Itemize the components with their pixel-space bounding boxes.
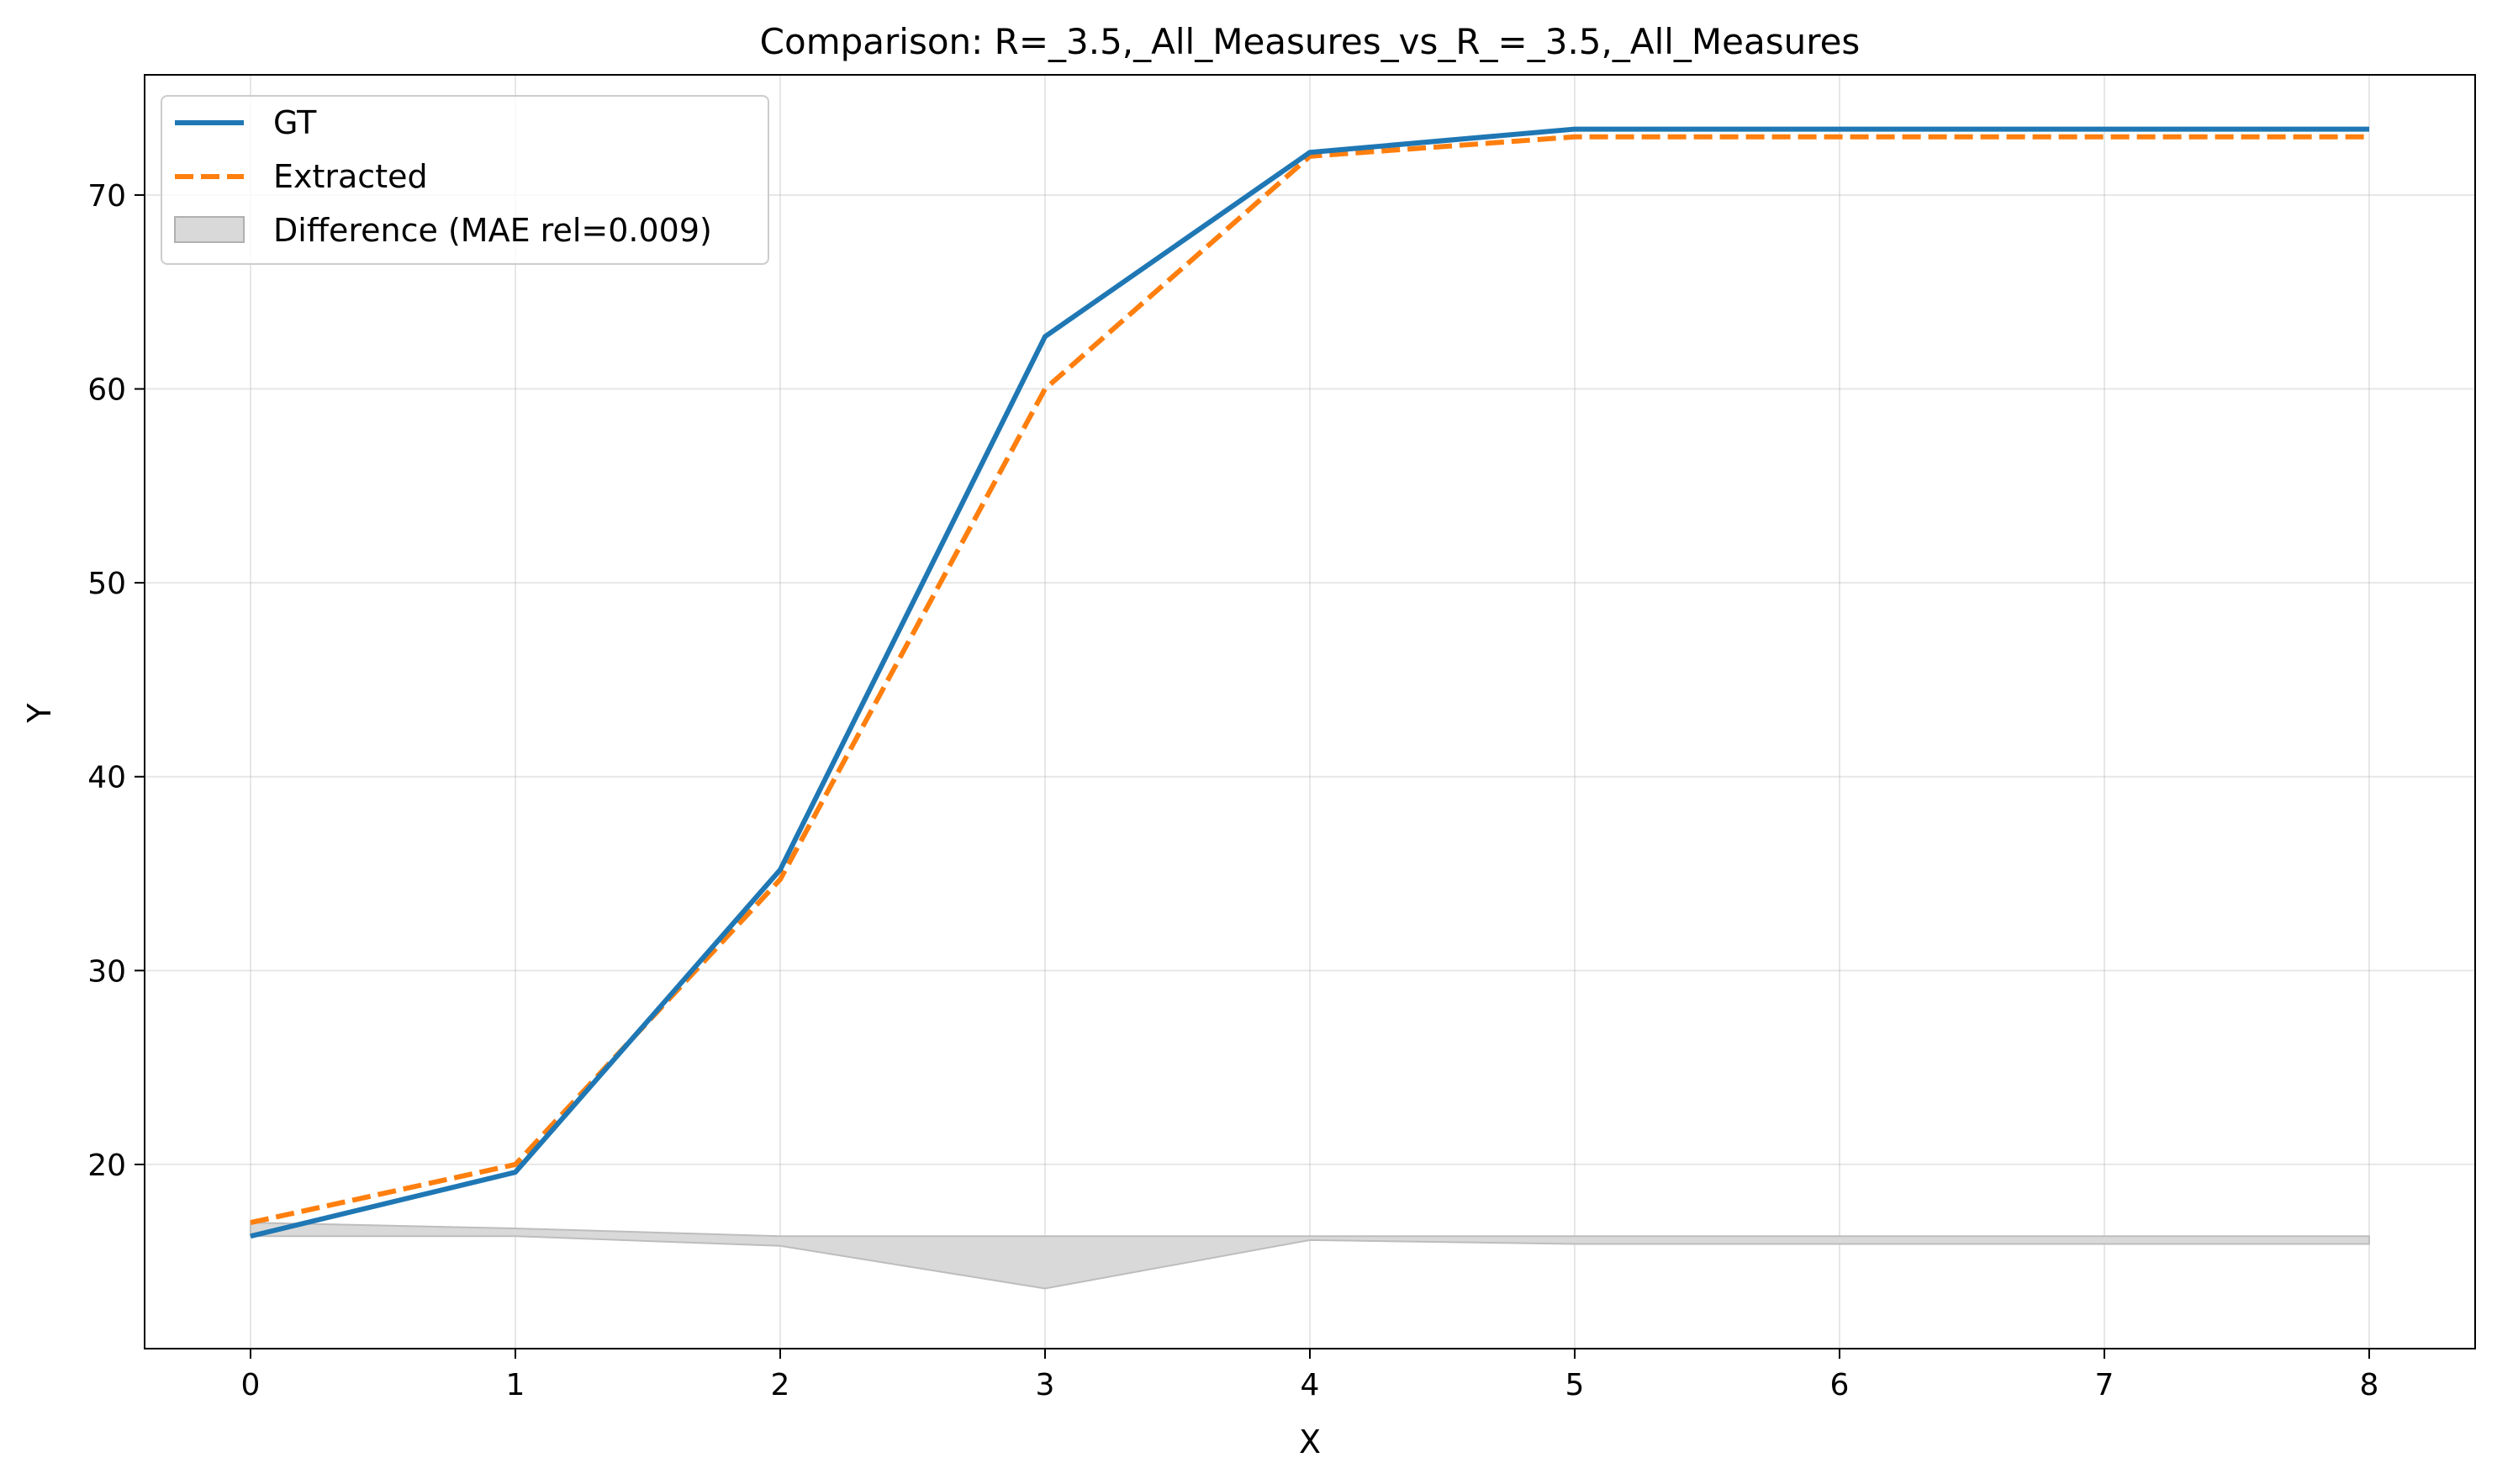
legend: GT Extracted Difference (MAE rel=0.009) [161,95,769,265]
x-tick-label: 4 [1301,1368,1320,1402]
x-tick-label: 3 [1036,1368,1055,1402]
x-tick-label: 6 [1830,1368,1850,1402]
x-tick-label: 2 [771,1368,790,1402]
series-layer [250,126,2369,1239]
x-tick-label: 5 [1565,1368,1585,1402]
legend-extracted-label: Extracted [273,158,428,195]
x-tick-label: 7 [2095,1368,2114,1402]
difference-area [250,1222,2370,1290]
y-tick-label: 20 [87,1149,126,1183]
grid-lines [145,75,2475,1349]
x-tick-label: 1 [506,1368,525,1402]
y-axis-ticks: 20 30 40 50 60 70 [87,179,145,1183]
x-axis-ticks: 0 1 2 3 4 5 6 7 8 [241,1349,2379,1402]
legend-difference-swatch [174,216,245,243]
y-tick-label: 30 [87,954,126,989]
chart-title: Comparison: R=_3.5,_All_Measures_vs_R_=_… [760,21,1861,62]
y-tick-label: 70 [87,179,126,214]
y-tick-label: 50 [87,567,126,601]
gt-series-line [250,126,2369,1239]
x-tick-label: 8 [2360,1368,2379,1402]
y-tick-label: 40 [87,761,126,795]
legend-gt-label: GT [273,104,317,141]
x-tick-label: 0 [241,1368,261,1402]
legend-difference-label: Difference (MAE rel=0.009) [273,212,712,249]
y-tick-label: 60 [87,373,126,408]
legend-box [161,95,769,265]
x-axis-label: X [1299,1423,1321,1460]
y-axis-label: Y [21,703,58,724]
difference-area-layer [250,1222,2370,1290]
